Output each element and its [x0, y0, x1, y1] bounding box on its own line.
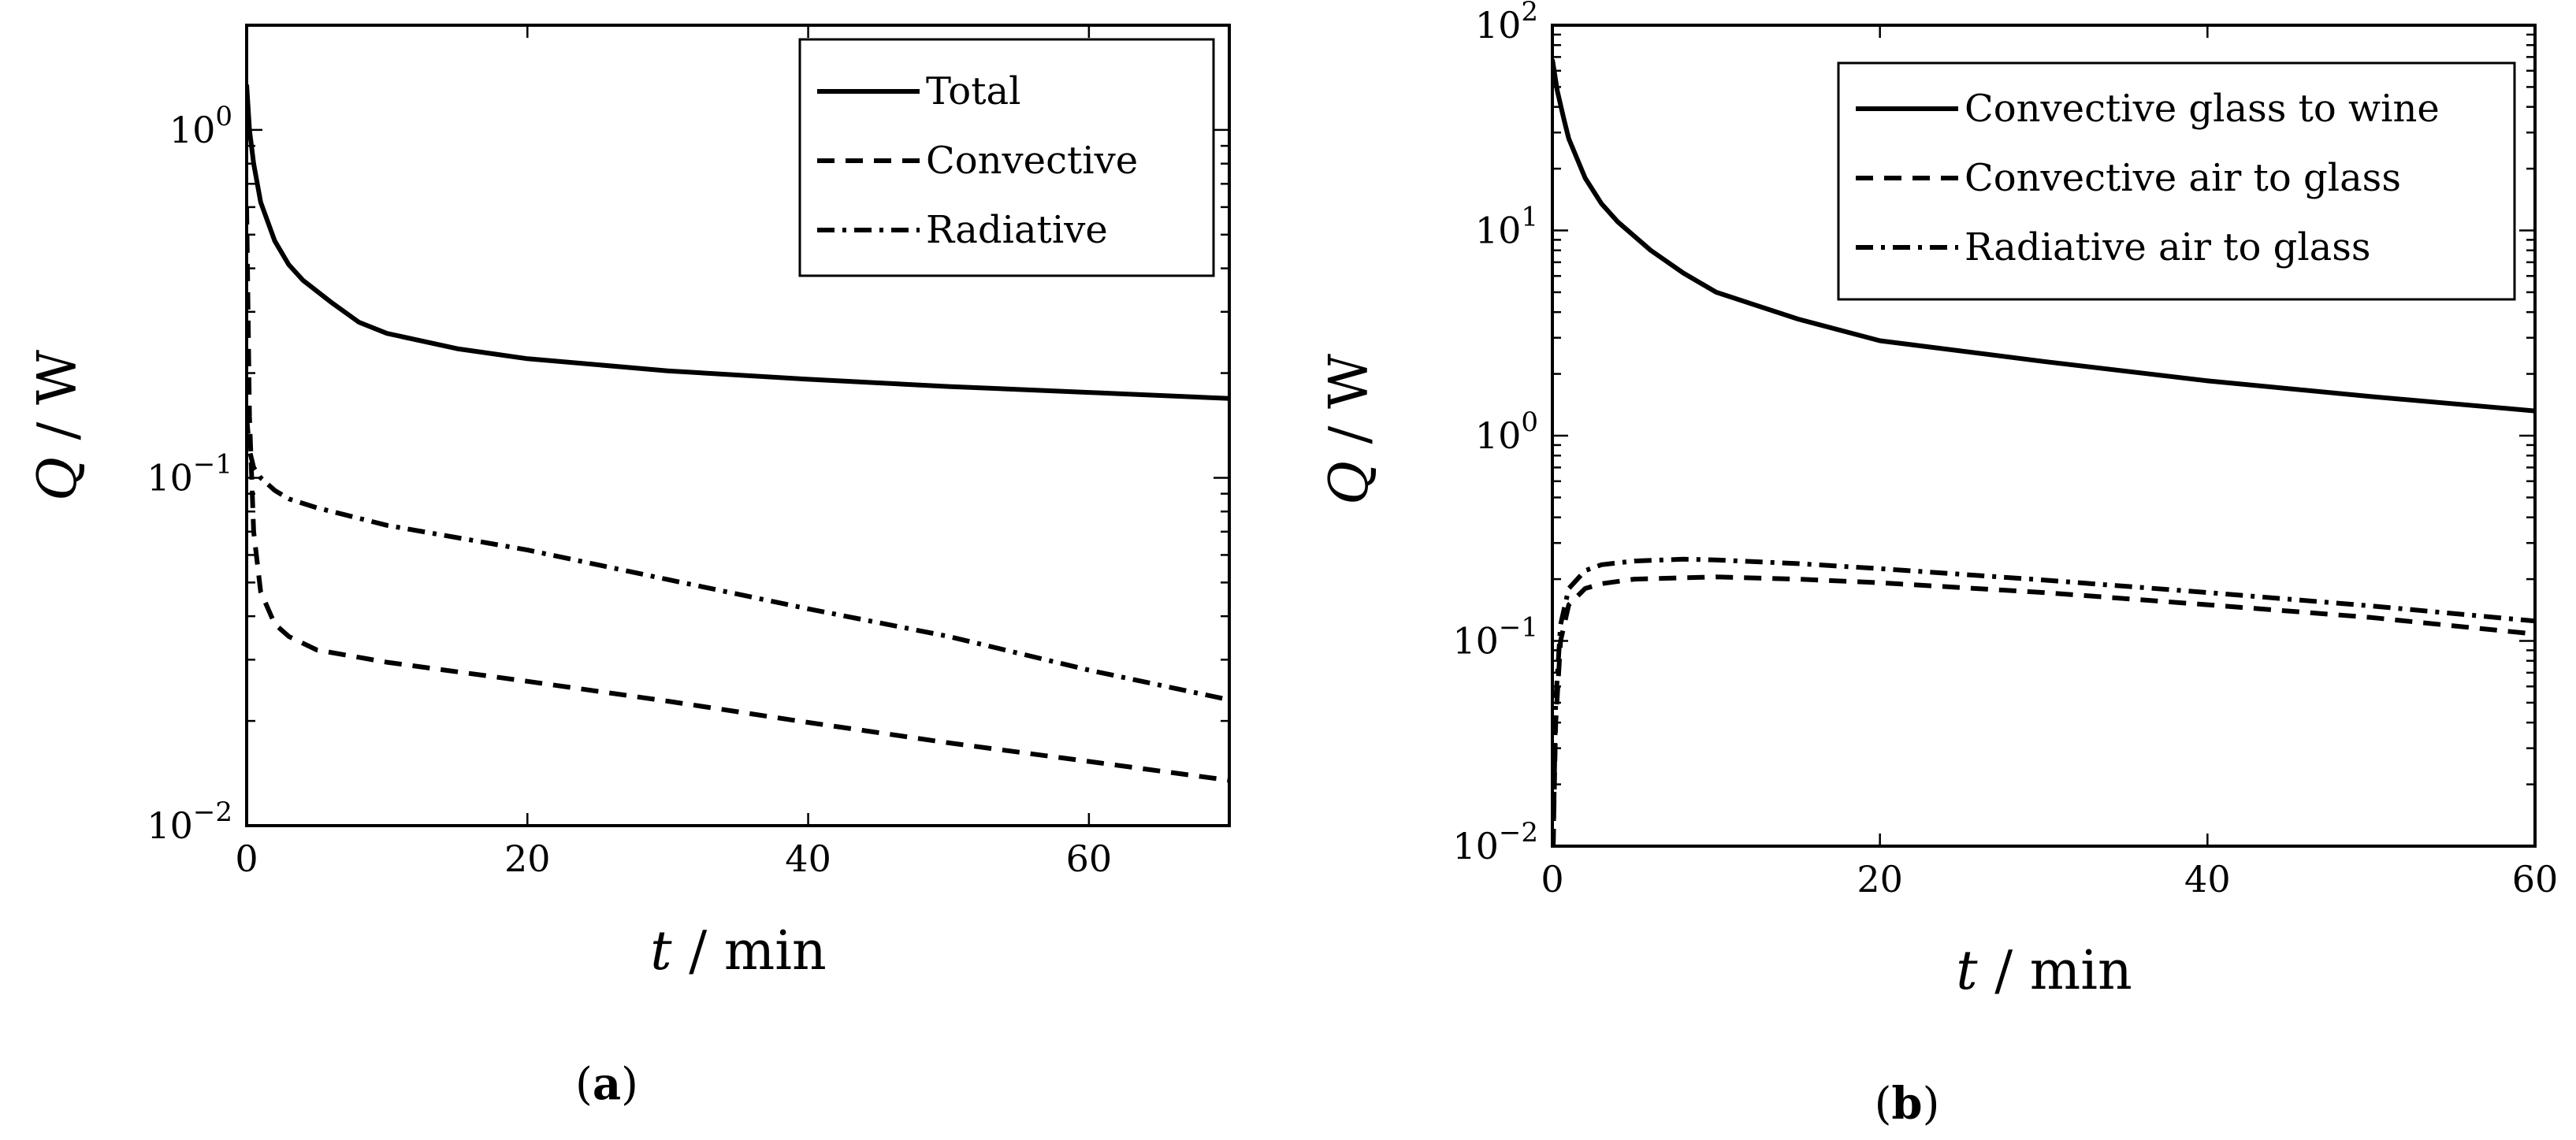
panel-a-legend-box	[798, 38, 1215, 277]
panel-b-y-tick-exp: 2	[1521, 0, 1538, 28]
panel-a-y-tick-base: 10	[147, 456, 193, 499]
panel-a-y-tick-label: 10−1	[147, 448, 232, 499]
panel-a-x-axis-var: t	[650, 920, 672, 982]
panel-b-y-tick-label: 10−1	[1452, 612, 1538, 663]
panel-b-legend-label: Convective air to glass	[1965, 156, 2401, 200]
panel-a-legend-label: Convective	[926, 139, 1138, 183]
panel-a-caption-letter: a	[593, 1058, 621, 1110]
panel-b-caption-close: )	[1923, 1079, 1940, 1130]
panel-a-y-tick-label: 100	[169, 101, 232, 151]
panel-a-y-tick-base: 10	[169, 109, 216, 151]
panel-a-y-axis-unit: / W	[27, 350, 89, 457]
panel-b-caption: (b)	[1875, 1078, 1940, 1130]
panel-a-y-tick-base: 10	[147, 804, 193, 847]
panel-a-legend-label: Radiative	[926, 208, 1108, 252]
panel-b-legend-box	[1837, 61, 2516, 301]
panel-b-series-2-line	[1552, 574, 2535, 846]
panel-b-caption-open: (	[1875, 1079, 1892, 1130]
panel-b-y-tick-exp: −2	[1499, 817, 1538, 849]
panel-b-y-tick-label: 102	[1475, 0, 1538, 46]
panel-b-x-tick-label: 40	[2184, 858, 2231, 900]
panel-b-x-tick-label: 60	[2512, 858, 2559, 900]
panel-b-y-tick-exp: 0	[1521, 407, 1538, 438]
panel-b-axes-frame	[1551, 24, 2537, 848]
chart-panel-a: 0 20 40 6010−210−1100TotalConvectiveRadiati…	[27, 24, 1231, 1110]
panel-a-x-axis-unit: / min	[672, 920, 827, 982]
panel-a-legend-label: Total	[926, 69, 1020, 113]
panel-a-series-2-line	[247, 206, 1229, 783]
panel-b-y-tick-exp: 1	[1521, 202, 1538, 233]
panel-a-x-tick-label: 20	[504, 837, 551, 880]
panel-a-axes-frame	[245, 24, 1231, 827]
panel-b-y-axis-label: Q / W	[1318, 354, 1381, 505]
panel-b-y-tick-base: 10	[1475, 414, 1522, 457]
panel-a-x-tick-label: 60	[1066, 837, 1113, 880]
panel-a-y-axis-var: Q	[27, 457, 89, 501]
panel-b-legend-label: Convective glass to wine	[1965, 87, 2440, 131]
panel-a-x-tick-label: 40	[785, 837, 831, 880]
panel-b-y-axis-unit: / W	[1318, 354, 1381, 461]
panel-a-x-tick-label: 0	[235, 837, 258, 880]
panel-b-y-tick-label: 10−2	[1452, 817, 1538, 867]
panel-b-y-tick-base: 10	[1475, 210, 1522, 252]
panel-a-y-tick-exp: −1	[193, 448, 232, 480]
panel-b-series-1-line	[1552, 59, 2535, 414]
panel-a-caption-close: )	[621, 1059, 638, 1110]
panel-b-legend-label: Radiative air to glass	[1965, 225, 2371, 269]
panel-b-y-tick-base: 10	[1475, 4, 1522, 46]
panel-b-caption-letter: b	[1891, 1078, 1922, 1130]
panel-b-x-axis-unit: / min	[1978, 940, 2132, 1002]
panel-a-series-3-line	[247, 416, 1229, 703]
panel-b-x-tick-label: 20	[1857, 858, 1903, 900]
panel-a-series-1-line	[247, 84, 1229, 401]
panel-b-x-axis-label: t / min	[1956, 940, 2132, 1002]
panel-b-y-tick-label: 100	[1475, 407, 1538, 457]
panel-a-caption: (a)	[575, 1058, 638, 1110]
panel-a-caption-open: (	[575, 1059, 593, 1110]
panel-b-series-3-line	[1552, 556, 2535, 846]
panel-a-y-axis-label: Q / W	[27, 350, 89, 501]
panel-b-x-axis-var: t	[1956, 940, 1978, 1002]
panel-b-x-tick-label: 0	[1541, 858, 1563, 900]
panel-a-y-tick-label: 10−2	[147, 797, 232, 847]
panel-a-y-tick-exp: 0	[215, 101, 232, 132]
panel-b-y-tick-base: 10	[1452, 825, 1499, 867]
panel-b-y-tick-exp: −1	[1499, 612, 1538, 644]
panel-a-y-tick-exp: −2	[193, 797, 232, 828]
panel-b-y-axis-var: Q	[1318, 461, 1381, 505]
panel-b-y-tick-label: 101	[1475, 202, 1538, 252]
panel-a-x-axis-label: t / min	[650, 920, 827, 982]
panel-b-y-tick-base: 10	[1452, 620, 1499, 663]
